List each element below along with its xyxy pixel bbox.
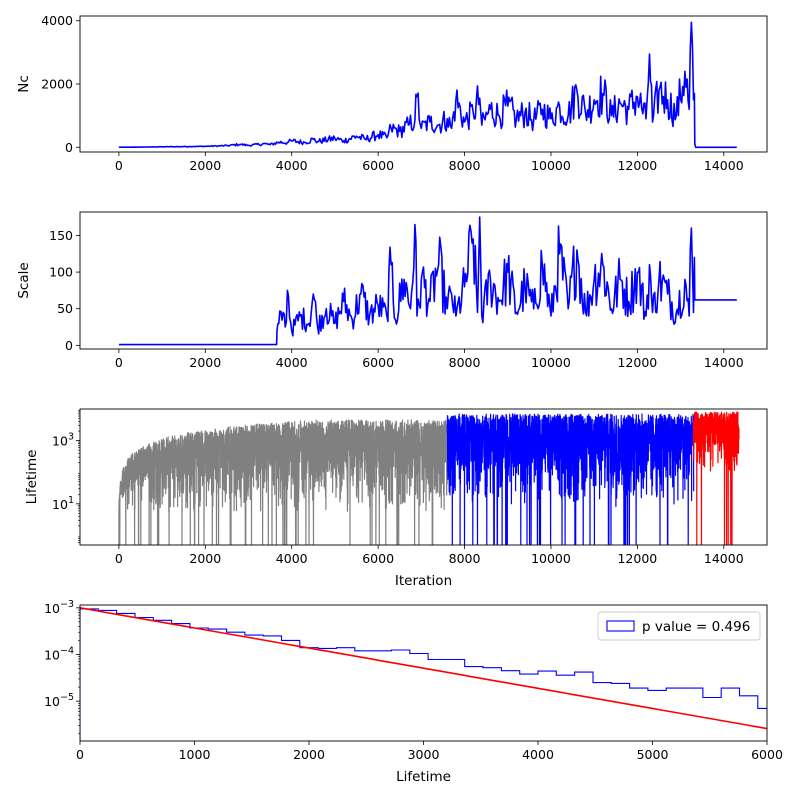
scale-panel: 0 2000 4000 6000 8000 10000 12000 14000 0 50 100 15… bbox=[16, 211, 768, 370]
y-tick-label: 100 bbox=[49, 265, 73, 280]
x-tick-label: 2000 bbox=[189, 355, 221, 370]
y-tick-label: 10−5 bbox=[44, 692, 74, 709]
x-tick-label: 14000 bbox=[704, 551, 744, 566]
x-tick-label: 12000 bbox=[617, 355, 657, 370]
x-axis-label: Iteration bbox=[395, 573, 452, 589]
x-tick-label: 1000 bbox=[179, 747, 211, 762]
exponential-fit-line bbox=[80, 607, 767, 730]
x-tick-label: 5000 bbox=[637, 747, 669, 762]
x-tick-label: 4000 bbox=[276, 355, 308, 370]
x-tick-label: 14000 bbox=[704, 158, 744, 173]
nc-panel: 0 2000 4000 6000 8000 10000 12000 14000 0 2000 400… bbox=[16, 13, 768, 173]
y-tick-label: 10−3 bbox=[44, 599, 74, 616]
lifetime-segment-2 bbox=[446, 413, 695, 545]
nc-axes-frame bbox=[79, 15, 768, 153]
y-axis-label: Lifetime bbox=[24, 450, 40, 505]
y-tick-label: 103 bbox=[52, 432, 74, 449]
y-axis-label: Scale bbox=[16, 262, 32, 298]
x-tick-label: 10000 bbox=[531, 355, 571, 370]
y-tick-label: 4000 bbox=[41, 13, 73, 28]
x-tick-label: 14000 bbox=[704, 355, 744, 370]
nc-series-line bbox=[118, 21, 737, 149]
x-tick-label: 12000 bbox=[617, 551, 657, 566]
x-tick-label: 2000 bbox=[293, 747, 325, 762]
x-tick-label: 10000 bbox=[531, 158, 571, 173]
x-tick-label: 8000 bbox=[449, 158, 481, 173]
histogram-panel: 0 1000 2000 3000 4000 5000 6000 10−5 10−4 10−3 Lif… bbox=[44, 599, 783, 785]
lifetime-segment-3 bbox=[692, 411, 740, 545]
y-tick-label: 10−4 bbox=[44, 645, 74, 662]
y-tick-label: 101 bbox=[52, 495, 74, 512]
x-tick-label: 10000 bbox=[531, 551, 571, 566]
scale-axes-frame bbox=[79, 211, 768, 350]
x-tick-label: 8000 bbox=[449, 355, 481, 370]
x-tick-label: 8000 bbox=[449, 551, 481, 566]
y-axis-label: Nc bbox=[16, 75, 32, 93]
x-tick-label: 6000 bbox=[362, 551, 394, 566]
x-tick-label: 4000 bbox=[522, 747, 554, 762]
y-tick-label: 0 bbox=[65, 338, 73, 353]
y-tick-label: 150 bbox=[49, 228, 73, 243]
legend-label: p value = 0.496 bbox=[642, 619, 750, 635]
x-tick-label: 6000 bbox=[362, 355, 394, 370]
x-axis-label: Lifetime bbox=[396, 769, 451, 785]
x-tick-label: 0 bbox=[115, 355, 123, 370]
y-tick-label: 0 bbox=[65, 140, 73, 155]
y-tick-label: 2000 bbox=[41, 77, 73, 92]
y-tick-label: 50 bbox=[57, 301, 73, 316]
x-tick-label: 2000 bbox=[189, 158, 221, 173]
scale-series-line bbox=[118, 216, 737, 346]
x-tick-label: 0 bbox=[115, 551, 123, 566]
x-tick-label: 2000 bbox=[189, 551, 221, 566]
x-tick-label: 4000 bbox=[276, 551, 308, 566]
x-tick-label: 6000 bbox=[751, 747, 783, 762]
lifetime-panel: 0 2000 4000 6000 8000 10000 12000 14000 101 103 Li… bbox=[24, 408, 768, 589]
legend-box bbox=[597, 611, 761, 641]
legend: p value = 0.496 bbox=[597, 611, 761, 641]
x-tick-label: 3000 bbox=[408, 747, 440, 762]
x-tick-label: 4000 bbox=[276, 158, 308, 173]
x-tick-label: 0 bbox=[115, 158, 123, 173]
lifetime-segment-1 bbox=[118, 419, 448, 545]
x-tick-label: 6000 bbox=[362, 158, 394, 173]
histogram-bars bbox=[80, 608, 767, 741]
x-tick-label: 0 bbox=[76, 747, 84, 762]
x-tick-label: 12000 bbox=[617, 158, 657, 173]
legend-swatch bbox=[606, 620, 635, 632]
